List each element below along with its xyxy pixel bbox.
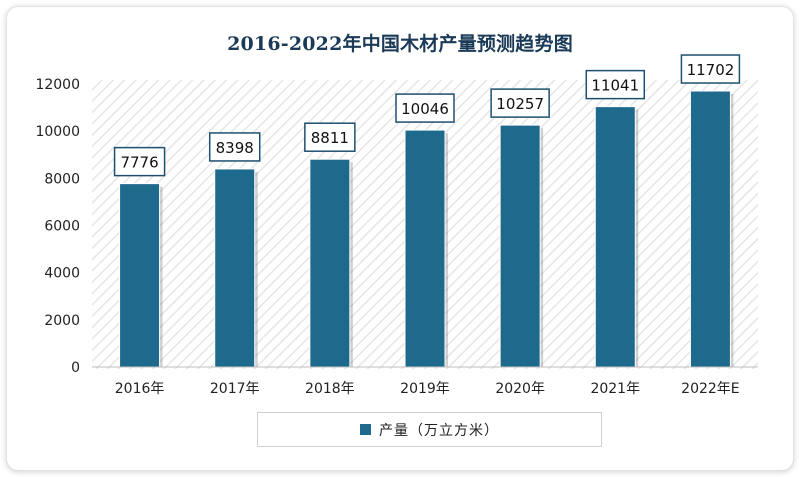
- bar-series: 7776 8398 8811 10046 10257 11041 11702: [113, 54, 741, 368]
- legend: 产量（万立方米）: [257, 412, 602, 447]
- data-label: 11702: [687, 61, 735, 79]
- data-label-box: [585, 69, 646, 100]
- legend-swatch: [360, 424, 371, 435]
- y-axis: 0 2000 4000 6000 8000 10000 12000: [35, 77, 80, 376]
- data-label: 8811: [311, 129, 349, 147]
- y-tick-label: 10000: [35, 124, 80, 140]
- data-label-box: [113, 146, 166, 177]
- x-axis: 2016年 2017年 2018年 2019年 2020年 2021年 2022年E: [115, 381, 740, 397]
- x-tick-label: 2016年: [115, 381, 165, 397]
- data-label-box: [490, 88, 550, 118]
- bar: [214, 168, 256, 368]
- data-label: 10257: [496, 95, 544, 113]
- bar: [309, 158, 351, 368]
- data-label-box: [208, 132, 261, 162]
- y-tick-label: 12000: [35, 77, 80, 93]
- chart-title: 2016-2022年中国木材产量预测趋势图: [227, 33, 573, 55]
- bar: [119, 183, 161, 368]
- y-tick-label: 4000: [44, 266, 80, 282]
- data-label: 7776: [120, 154, 158, 172]
- x-tick-label: 2022年E: [681, 381, 739, 397]
- x-tick-label: 2018年: [305, 381, 355, 397]
- x-tick-label: 2017年: [210, 381, 260, 397]
- data-label: 11041: [591, 77, 639, 95]
- x-tick-label: 2020年: [495, 381, 545, 397]
- bar: [689, 90, 731, 368]
- bar: [404, 129, 446, 368]
- bar: [499, 124, 541, 368]
- y-tick-label: 2000: [44, 313, 80, 329]
- y-tick-label: 8000: [44, 171, 80, 187]
- x-tick-label: 2021年: [590, 381, 640, 397]
- y-tick-label: 6000: [44, 219, 80, 235]
- data-label-box: [680, 54, 741, 84]
- x-tick-label: 2019年: [400, 381, 450, 397]
- legend-label: 产量（万立方米）: [379, 422, 499, 439]
- data-label: 8398: [216, 139, 254, 157]
- data-label-box: [304, 122, 356, 152]
- bar: [594, 106, 636, 368]
- data-label: 10046: [401, 100, 449, 118]
- data-label-box: [395, 93, 455, 123]
- y-tick-label: 0: [71, 360, 80, 376]
